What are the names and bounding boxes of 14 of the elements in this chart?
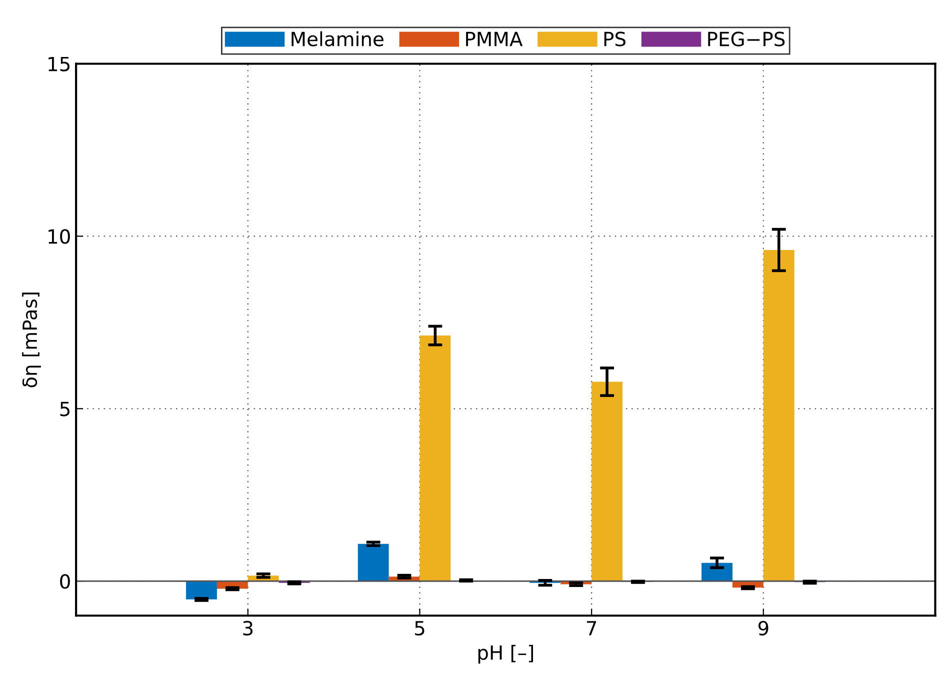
legend-label: PS <box>604 32 626 46</box>
x-tick-label: 3 <box>243 620 253 636</box>
legend-label: PEG−PS <box>708 32 785 46</box>
x-tick-label: 5 <box>415 621 424 636</box>
y-tick-label: 5 <box>60 402 70 416</box>
x-tick-label: 9 <box>758 620 768 636</box>
x-axis-title: pH [–] <box>478 644 533 664</box>
y-tick-label: 0 <box>60 574 70 589</box>
y-tick-label: 10 <box>48 229 70 244</box>
x-tick-label: 7 <box>586 621 596 636</box>
y-tick-label: 15 <box>48 56 70 72</box>
legend-label: Melamine <box>292 31 384 46</box>
legend-label: PMMA <box>466 32 523 46</box>
y-axis-title: δη [mPas] <box>22 292 41 388</box>
